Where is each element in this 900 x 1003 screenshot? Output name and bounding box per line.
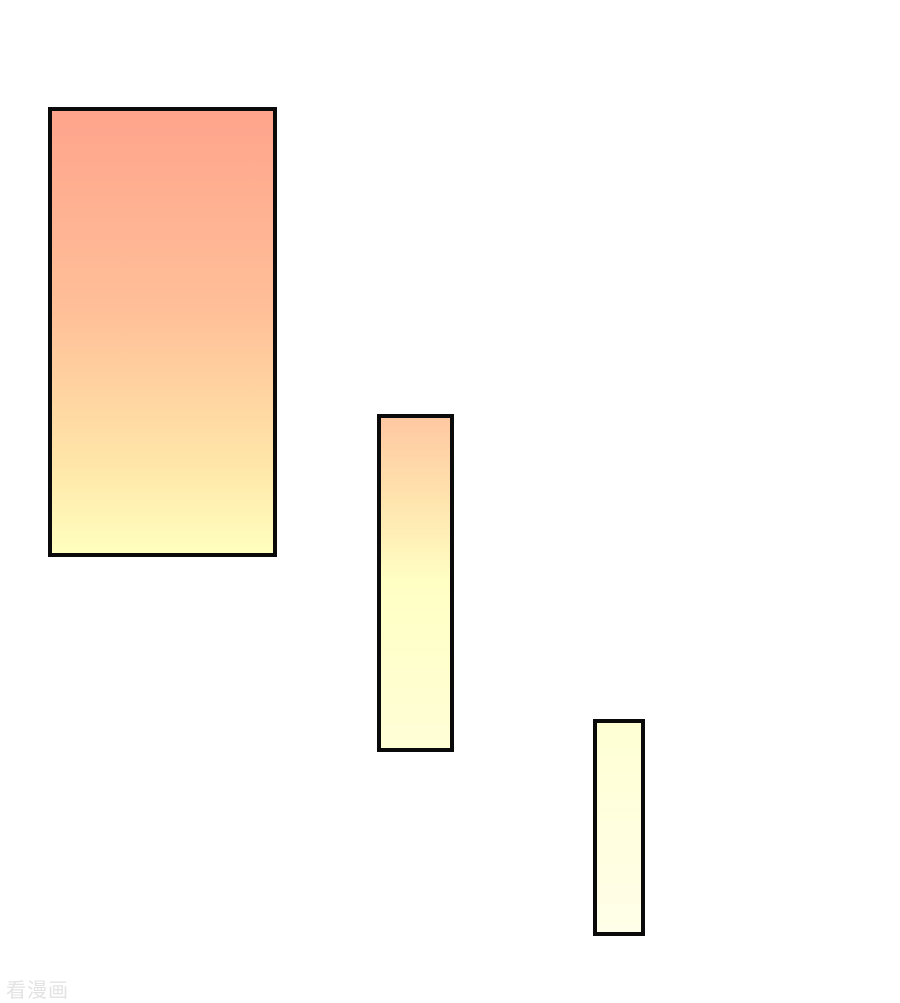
watermark: 看漫画 <box>6 978 69 1002</box>
comic-panel-large <box>48 107 277 557</box>
comic-panel-small <box>593 719 645 936</box>
comic-panel-medium <box>377 414 454 752</box>
